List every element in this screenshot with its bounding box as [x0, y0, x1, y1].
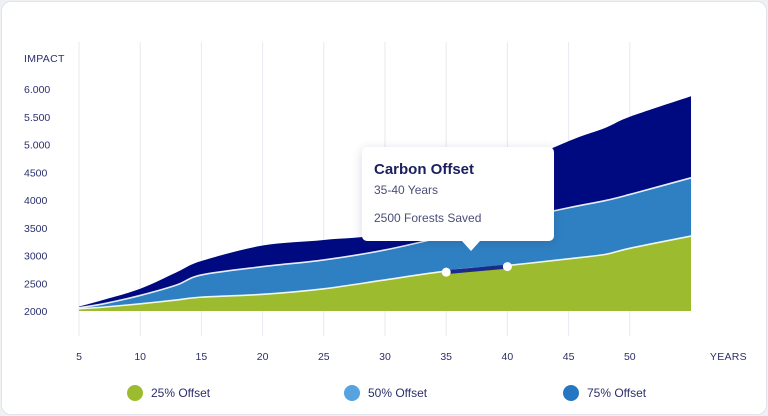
x-tick-label: 15: [196, 351, 208, 363]
legend-label-50: 50% Offset: [368, 386, 428, 400]
x-axis-title: YEARS: [710, 351, 747, 363]
series-line-0: [78, 235, 692, 310]
x-tick-label: 50: [624, 351, 636, 363]
y-tick-label: 4000: [24, 195, 48, 207]
carbon-offset-tooltip: Carbon Offset 35-40 Years 2500 Forests S…: [362, 147, 554, 251]
y-tick-label: 3500: [24, 223, 48, 235]
legend-swatch-75: [563, 385, 579, 401]
y-tick-label: 4500: [24, 167, 48, 179]
x-tick-label: 25: [318, 351, 330, 363]
x-tick-label: 30: [379, 351, 391, 363]
highlight-segment: [444, 264, 510, 275]
y-tick-label: 2000: [24, 306, 48, 318]
highlight-point-0: [441, 267, 451, 277]
x-tick-label: 45: [563, 351, 575, 363]
legend-item-50[interactable]: 50% Offset: [344, 385, 427, 401]
series-line-1: [78, 177, 692, 309]
y-axis-title: IMPACT: [24, 53, 65, 65]
tooltip-value: 2500 Forests Saved: [374, 211, 482, 225]
tooltip-title: Carbon Offset: [374, 161, 475, 178]
legend-label-75: 75% Offset: [587, 386, 647, 400]
y-tick-label: 3000: [24, 251, 48, 263]
y-tick-label: 2500: [24, 278, 48, 290]
x-tick-label: 40: [502, 351, 514, 363]
x-tick-label: 10: [134, 351, 146, 363]
legend-item-75[interactable]: 75% Offset: [563, 385, 646, 401]
legend-swatch-25: [127, 385, 143, 401]
x-tick-label: 35: [440, 351, 452, 363]
highlight-point-1: [502, 262, 512, 272]
y-tick-label: 5.000: [24, 140, 50, 152]
legend-swatch-50: [344, 385, 360, 401]
x-tick-label: 20: [257, 351, 269, 363]
legend-item-25[interactable]: 25% Offset: [127, 385, 210, 401]
y-tick-label: 5.500: [24, 112, 50, 124]
area-series-0: [79, 236, 691, 311]
y-tick-label: 6.000: [24, 84, 50, 96]
tooltip-range: 35-40 Years: [374, 183, 439, 197]
x-tick-label: 5: [76, 351, 82, 363]
tooltip-pointer: [462, 241, 480, 251]
legend-label-25: 25% Offset: [151, 386, 211, 400]
